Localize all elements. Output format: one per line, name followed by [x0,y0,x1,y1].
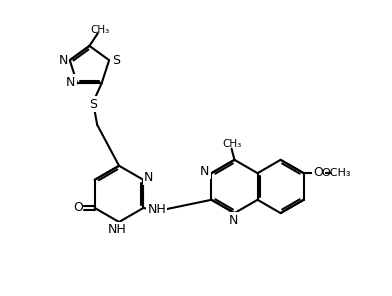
Text: OCH₃: OCH₃ [321,168,350,178]
Text: CH₃: CH₃ [222,139,241,149]
Text: N: N [200,165,210,178]
Text: S: S [89,98,97,111]
Text: N: N [144,171,153,184]
Text: N: N [66,76,75,89]
Text: N: N [58,54,68,67]
Text: O: O [314,166,323,179]
Text: NH: NH [147,203,166,216]
Text: NH: NH [108,223,127,236]
Text: CH₃: CH₃ [91,25,110,35]
Text: O: O [73,202,83,214]
Text: S: S [113,54,121,67]
Text: N: N [228,214,238,227]
